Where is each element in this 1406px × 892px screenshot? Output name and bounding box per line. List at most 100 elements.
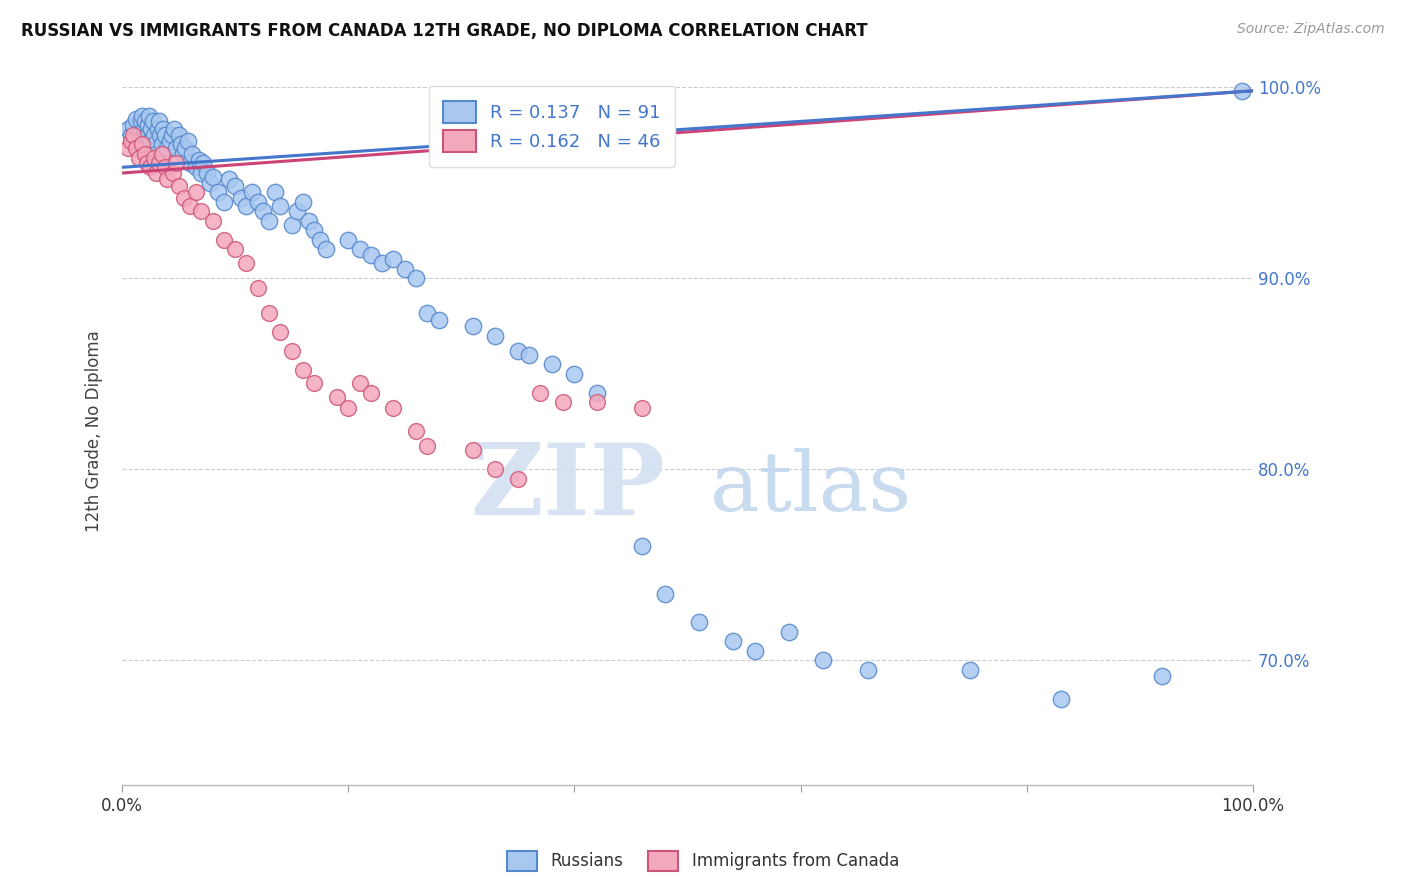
Point bbox=[540, 357, 562, 371]
Point bbox=[149, 128, 172, 142]
Point bbox=[252, 204, 274, 219]
Point bbox=[165, 156, 187, 170]
Text: ZIP: ZIP bbox=[470, 439, 665, 536]
Point bbox=[382, 401, 405, 416]
Point bbox=[263, 185, 285, 199]
Point bbox=[128, 128, 150, 142]
Point bbox=[349, 243, 371, 257]
Point bbox=[309, 233, 332, 247]
Point bbox=[257, 305, 280, 319]
Point bbox=[858, 663, 880, 677]
Point bbox=[212, 233, 235, 247]
Point bbox=[484, 462, 506, 476]
Point bbox=[142, 128, 165, 142]
Point bbox=[201, 214, 224, 228]
Point bbox=[506, 343, 529, 358]
Legend: Russians, Immigrants from Canada: Russians, Immigrants from Canada bbox=[499, 842, 907, 880]
Point bbox=[280, 343, 302, 358]
Point bbox=[136, 128, 159, 142]
Point bbox=[174, 141, 197, 155]
Point bbox=[162, 166, 184, 180]
Point bbox=[176, 134, 198, 148]
Point bbox=[201, 169, 224, 184]
Point bbox=[1230, 84, 1253, 98]
Point bbox=[631, 539, 654, 553]
Point bbox=[246, 281, 269, 295]
Point bbox=[141, 122, 163, 136]
Point bbox=[145, 147, 167, 161]
Text: atlas: atlas bbox=[710, 448, 912, 528]
Point bbox=[156, 141, 179, 155]
Point bbox=[269, 325, 291, 339]
Point bbox=[1049, 691, 1071, 706]
Point bbox=[120, 128, 142, 142]
Point bbox=[1152, 669, 1174, 683]
Point bbox=[122, 128, 145, 142]
Point bbox=[120, 134, 142, 148]
Point bbox=[122, 118, 145, 132]
Point bbox=[269, 198, 291, 212]
Point bbox=[167, 128, 190, 142]
Point bbox=[212, 194, 235, 209]
Point bbox=[131, 109, 153, 123]
Point bbox=[163, 122, 186, 136]
Point bbox=[170, 137, 193, 152]
Point bbox=[150, 147, 173, 161]
Point bbox=[173, 191, 195, 205]
Point bbox=[360, 385, 382, 400]
Point bbox=[184, 161, 207, 175]
Point bbox=[315, 243, 337, 257]
Point bbox=[148, 114, 170, 128]
Point bbox=[959, 663, 981, 677]
Point bbox=[138, 109, 160, 123]
Point bbox=[127, 137, 149, 152]
Point bbox=[207, 185, 229, 199]
Point bbox=[360, 248, 382, 262]
Point bbox=[218, 171, 240, 186]
Point bbox=[229, 191, 252, 205]
Point bbox=[148, 156, 170, 170]
Point bbox=[394, 261, 416, 276]
Point bbox=[304, 376, 326, 391]
Point bbox=[257, 214, 280, 228]
Point bbox=[142, 151, 165, 165]
Point bbox=[190, 204, 212, 219]
Legend: R = 0.137   N = 91, R = 0.162   N = 46: R = 0.137 N = 91, R = 0.162 N = 46 bbox=[429, 87, 675, 167]
Point bbox=[744, 644, 766, 658]
Point bbox=[427, 313, 450, 327]
Point bbox=[160, 128, 183, 142]
Point bbox=[148, 122, 170, 136]
Text: Source: ZipAtlas.com: Source: ZipAtlas.com bbox=[1237, 22, 1385, 37]
Point bbox=[179, 156, 201, 170]
Point bbox=[181, 147, 204, 161]
Point bbox=[326, 390, 349, 404]
Point bbox=[416, 439, 439, 453]
Point bbox=[778, 624, 800, 639]
Point bbox=[117, 141, 139, 155]
Point bbox=[654, 586, 676, 600]
Point bbox=[142, 114, 165, 128]
Point bbox=[136, 118, 159, 132]
Point bbox=[132, 122, 155, 136]
Point bbox=[134, 147, 156, 161]
Point bbox=[129, 114, 152, 128]
Point bbox=[349, 376, 371, 391]
Point bbox=[280, 218, 302, 232]
Point bbox=[153, 161, 176, 175]
Point bbox=[461, 443, 484, 458]
Point bbox=[298, 214, 321, 228]
Point bbox=[224, 179, 246, 194]
Y-axis label: 12th Grade, No Diploma: 12th Grade, No Diploma bbox=[86, 330, 103, 532]
Point bbox=[405, 424, 427, 438]
Point bbox=[721, 634, 744, 648]
Point bbox=[304, 223, 326, 237]
Point bbox=[517, 348, 540, 362]
Point bbox=[184, 185, 207, 199]
Point bbox=[190, 166, 212, 180]
Point bbox=[416, 305, 439, 319]
Point bbox=[131, 137, 153, 152]
Point bbox=[337, 233, 360, 247]
Point bbox=[484, 328, 506, 343]
Point bbox=[143, 137, 166, 152]
Point bbox=[240, 185, 263, 199]
